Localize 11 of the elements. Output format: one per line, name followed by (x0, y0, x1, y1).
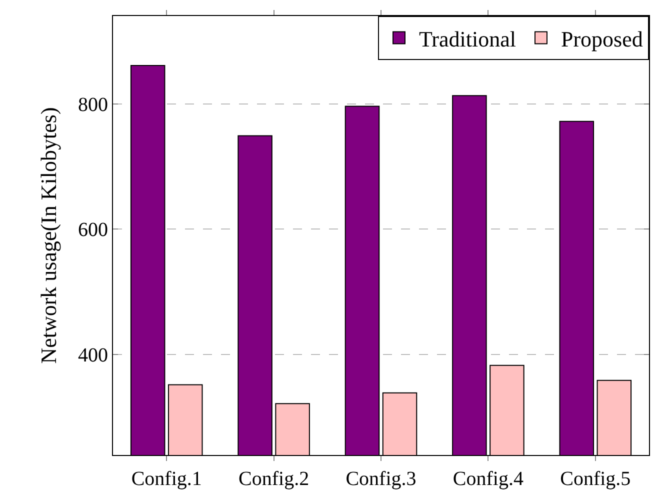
y-tick-label: 400 (78, 344, 108, 367)
y-tick-label: 600 (78, 219, 108, 242)
x-tick-label: Config.1 (131, 468, 202, 490)
y-tick-label: 800 (78, 94, 108, 116)
x-tick-label: Config.4 (452, 468, 524, 490)
x-tick-label: Config.3 (346, 468, 416, 490)
legend-label: Proposed (560, 26, 643, 52)
x-tick-label: Config.2 (238, 468, 310, 490)
legend-label: Traditional (419, 26, 516, 52)
x-tick-label: Config.5 (560, 468, 631, 490)
y-axis-title: Network usage(In Kilobytes) (36, 107, 61, 364)
